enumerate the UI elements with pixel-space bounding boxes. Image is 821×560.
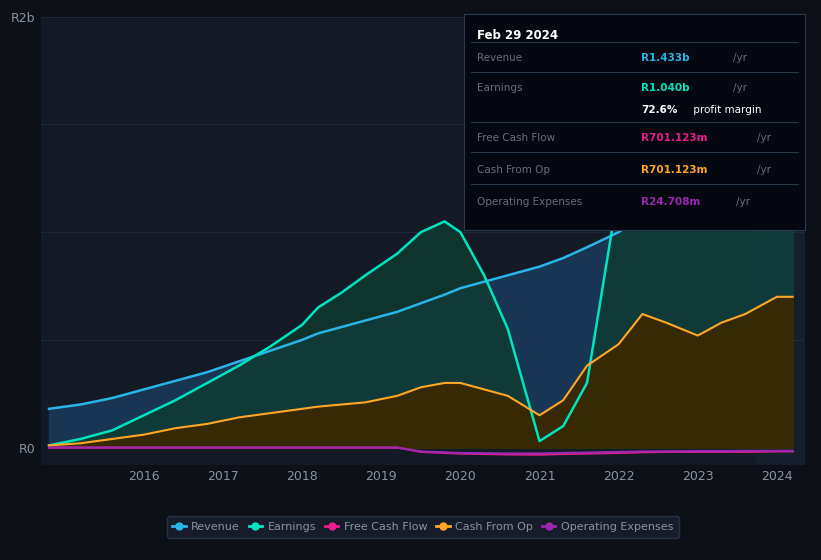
Text: R24.708m: R24.708m — [641, 197, 700, 207]
Text: Revenue: Revenue — [478, 53, 523, 63]
Text: R701.123m: R701.123m — [641, 133, 708, 143]
Text: /yr: /yr — [736, 197, 750, 207]
Text: 72.6%: 72.6% — [641, 105, 677, 115]
Text: /yr: /yr — [757, 133, 771, 143]
Text: R1.433b: R1.433b — [641, 53, 690, 63]
Text: /yr: /yr — [733, 53, 747, 63]
Text: R701.123m: R701.123m — [641, 165, 708, 175]
Text: Feb 29 2024: Feb 29 2024 — [478, 29, 558, 42]
Text: Operating Expenses: Operating Expenses — [478, 197, 583, 207]
Text: /yr: /yr — [757, 165, 771, 175]
Text: profit margin: profit margin — [690, 105, 762, 115]
Bar — [757, 17, 805, 465]
Text: Earnings: Earnings — [478, 83, 523, 93]
Text: R1.040b: R1.040b — [641, 83, 690, 93]
Text: /yr: /yr — [733, 83, 747, 93]
Text: Cash From Op: Cash From Op — [478, 165, 551, 175]
Text: Free Cash Flow: Free Cash Flow — [478, 133, 556, 143]
Legend: Revenue, Earnings, Free Cash Flow, Cash From Op, Operating Expenses: Revenue, Earnings, Free Cash Flow, Cash … — [167, 516, 679, 538]
